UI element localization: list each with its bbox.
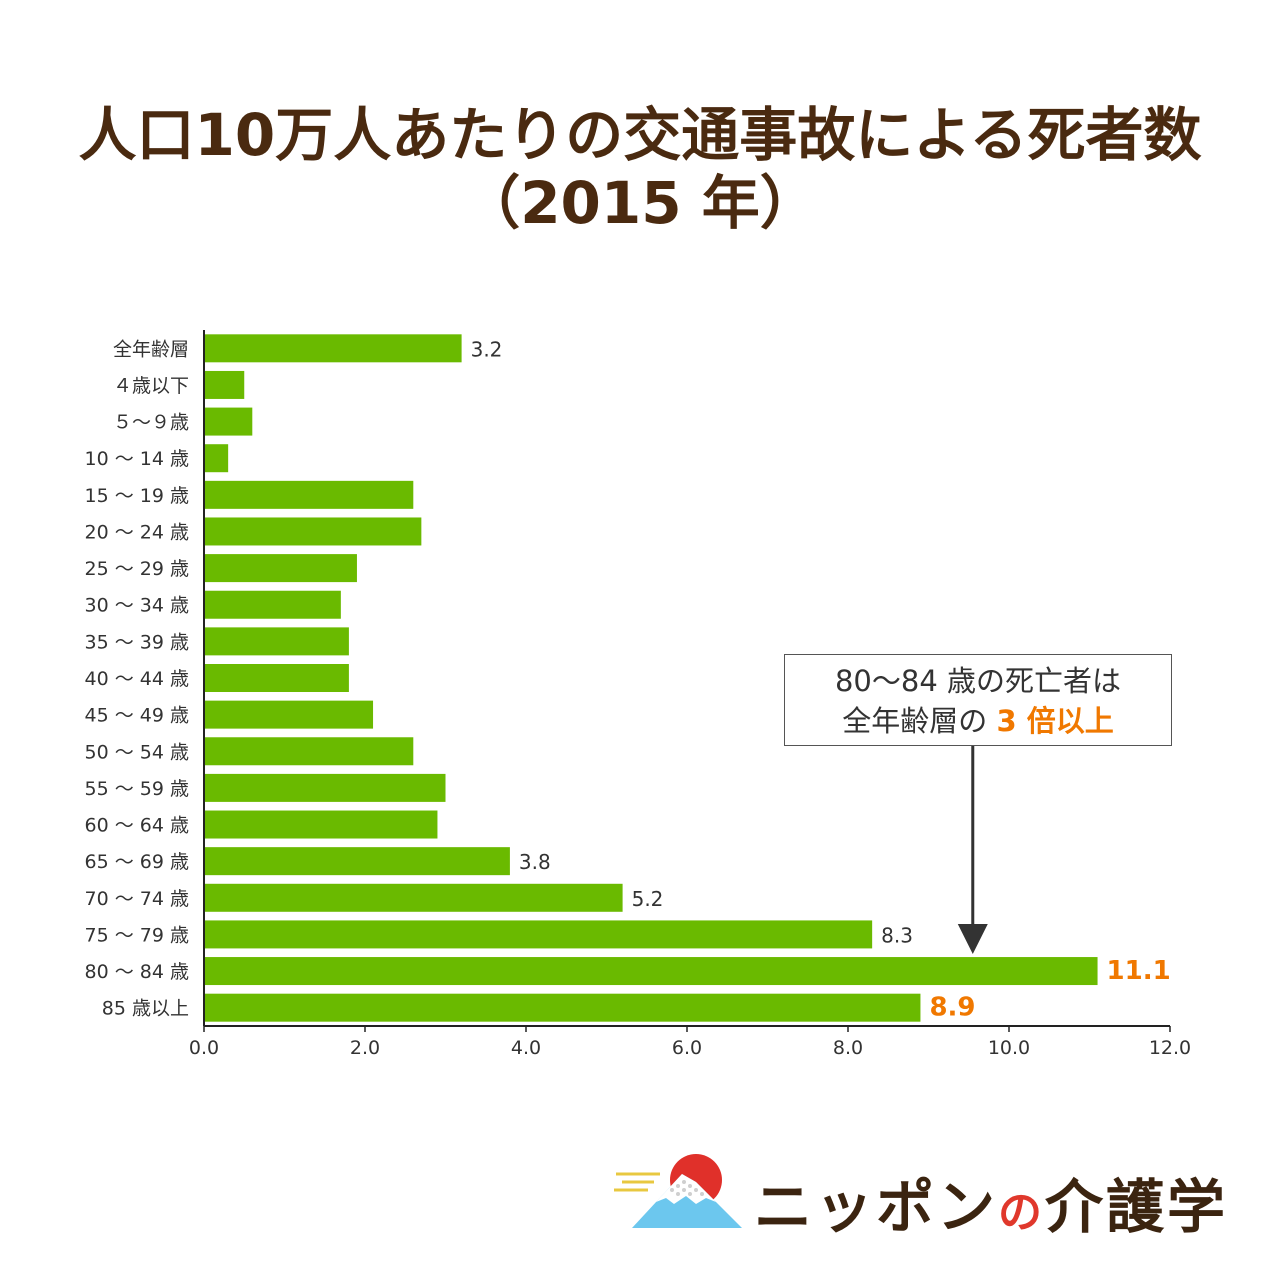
chart-title: 人口10万人あたりの交通事故による死者数 <box>78 101 1202 169</box>
x-tick-label: 4.0 <box>511 1037 541 1059</box>
bar <box>204 334 462 363</box>
bar <box>204 407 253 436</box>
bar <box>204 847 510 876</box>
nippon-kaigogaku-logo: ニッポンの介護学 <box>612 1152 1252 1242</box>
bar <box>204 517 422 546</box>
x-tick-label: 0.0 <box>189 1037 219 1059</box>
bar <box>204 590 341 619</box>
chart-subtitle-year: （2015 年） <box>462 169 818 237</box>
x-tick-label: 6.0 <box>672 1037 702 1059</box>
x-tick-label: 12.0 <box>1149 1037 1191 1059</box>
bar <box>204 480 414 509</box>
callout-line2-prefix: 全年齢層の <box>842 704 997 738</box>
category-label: 15 ～ 19 歳 <box>85 485 189 507</box>
bar <box>204 957 1098 986</box>
data-label: 8.9 <box>929 993 975 1023</box>
category-label: 75 ～ 79 歳 <box>85 924 189 946</box>
bar <box>204 737 414 766</box>
callout-highlight: 3 倍以上 <box>996 704 1114 738</box>
category-label: 65 ～ 69 歳 <box>85 851 189 873</box>
category-label: 30 ～ 34 歳 <box>85 595 189 617</box>
category-label: 20 ～ 24 歳 <box>85 521 189 543</box>
category-label: 10 ～ 14 歳 <box>85 448 189 470</box>
category-label: 80 ～ 84 歳 <box>85 961 189 983</box>
category-label: 35 ～ 39 歳 <box>85 631 189 653</box>
category-label: 60 ～ 64 歳 <box>85 815 189 837</box>
data-label: 5.2 <box>632 887 664 911</box>
logo-wordmark: ニッポンの介護学 <box>754 1160 1228 1244</box>
bar <box>204 773 446 802</box>
logo-text-no: の <box>998 1187 1046 1238</box>
bar <box>204 627 349 656</box>
data-label: 11.1 <box>1107 956 1171 986</box>
bar <box>204 920 873 949</box>
callout-arrow-head <box>957 924 988 954</box>
data-label: 8.3 <box>881 923 913 947</box>
category-label: 40 ～ 44 歳 <box>85 668 189 690</box>
category-label: 50 ～ 54 歳 <box>85 741 189 763</box>
x-tick-label: 8.0 <box>833 1037 863 1059</box>
x-tick-label: 10.0 <box>988 1037 1030 1059</box>
category-label: 45 ～ 49 歳 <box>85 705 189 727</box>
bar <box>204 664 349 692</box>
mount-fuji-sun-icon <box>614 1154 742 1228</box>
bar <box>204 700 374 729</box>
bar <box>204 883 623 912</box>
logo-text-kaigogaku: 介護学 <box>1045 1173 1229 1241</box>
bar <box>204 370 245 399</box>
bar <box>204 554 357 583</box>
category-label: ４歳以下 <box>113 375 189 397</box>
category-label: 70 ～ 74 歳 <box>85 888 189 910</box>
data-label: 3.8 <box>519 850 551 874</box>
bar <box>204 993 921 1022</box>
category-label: 全年齢層 <box>113 338 189 360</box>
callout-line2: 全年齢層の 3 倍以上 <box>785 701 1171 741</box>
category-label: ５～９歳 <box>113 412 189 434</box>
data-label: 3.2 <box>471 337 503 361</box>
bar <box>204 444 229 473</box>
annotation-callout: 80～84 歳の死亡者は 全年齢層の 3 倍以上 <box>784 654 1172 746</box>
bar <box>204 810 438 839</box>
category-label: 85 歳以上 <box>102 998 189 1020</box>
callout-line1: 80～84 歳の死亡者は <box>834 664 1122 698</box>
logo-text-nippon: ニッポン <box>754 1173 999 1241</box>
x-tick-label: 2.0 <box>350 1037 380 1059</box>
category-label: 25 ～ 29 歳 <box>85 558 189 580</box>
category-label: 55 ～ 59 歳 <box>85 778 189 800</box>
